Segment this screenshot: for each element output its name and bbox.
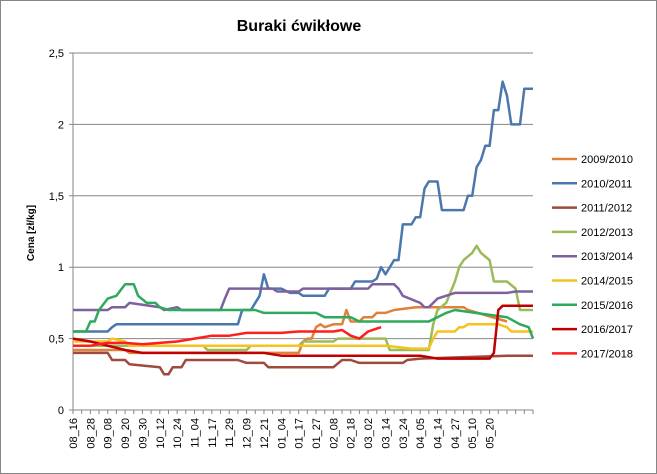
- x-tick-label: 09_20: [120, 418, 132, 449]
- x-tick-label: 02_18: [346, 418, 358, 449]
- series-line: [73, 80, 533, 333]
- y-tick-label: 2,5: [49, 48, 64, 60]
- x-tick-label: 03_14: [380, 418, 392, 449]
- x-tick-label: 11_29: [224, 418, 236, 448]
- series-line: [73, 326, 382, 347]
- x-tick-label: 01_04: [276, 418, 288, 449]
- x-tick-label: 08_28: [85, 418, 97, 449]
- x-tick-label: 01_17: [294, 418, 306, 449]
- x-tick-labels: 08_16 08_28 09_08 09_20 09_30 10_12 10_24 11_04…: [68, 418, 497, 449]
- series-line: [72, 304, 533, 360]
- x-tick-label: 05_10: [467, 418, 479, 449]
- y-tick-label: 1,5: [49, 191, 64, 203]
- y-tick-label: 0,5: [49, 334, 64, 346]
- x-tick-label: 12_09: [242, 418, 254, 449]
- legend-label: 2011/2012: [581, 203, 632, 215]
- x-tick-label: 10_12: [155, 418, 167, 449]
- series-line: [73, 323, 533, 350]
- series-line: [73, 283, 535, 340]
- y-axis-label: Cena [zł/kg]: [26, 205, 37, 261]
- x-tick-label: 03_24: [398, 418, 410, 449]
- x-tick-label: 11_04: [190, 418, 202, 448]
- x-tick-label: 04_05: [415, 418, 427, 449]
- legend-label: 2013/2014: [581, 251, 633, 263]
- series-line: [73, 351, 533, 376]
- series-lines: [72, 80, 535, 376]
- x-tick-label: 01_27: [311, 418, 323, 449]
- legend-label: 2009/2010: [581, 154, 633, 166]
- x-tick-label: 09_30: [137, 418, 149, 449]
- x-tick-label: 04_14: [433, 418, 445, 449]
- legend-label: 2016/2017: [581, 324, 633, 336]
- legend-label: 2012/2013: [581, 227, 633, 239]
- x-tick-label: 11_17: [207, 418, 219, 448]
- series-line: [73, 283, 533, 312]
- y-tick-labels: 0 0,5 1 1,5 2 2,5: [49, 48, 64, 417]
- legend-label: 2014/2015: [581, 276, 633, 288]
- legend: 2009/2010 2010/2011 2011/2012 2012/2013 2013…: [552, 154, 633, 360]
- x-tick-label: 04_27: [450, 418, 462, 449]
- legend-label: 2010/2011: [581, 178, 632, 190]
- x-tick-label: 03_02: [363, 418, 375, 449]
- x-tick-label: 02_08: [328, 418, 340, 449]
- y-tick-label: 0: [58, 405, 64, 417]
- legend-label: 2017/2018: [581, 348, 633, 360]
- gridlines: [73, 52, 533, 340]
- legend-label: 2015/2016: [581, 300, 633, 312]
- chart-title: Buraki ćwikłowe: [237, 18, 362, 35]
- y-tick-label: 2: [58, 119, 64, 131]
- x-tick-label: 10_24: [172, 418, 184, 449]
- x-tick-label: 12_21: [259, 418, 271, 449]
- x-tick-label: 05_20: [485, 418, 497, 449]
- x-tick-label: 09_08: [103, 418, 115, 449]
- x-tick-label: 08_16: [68, 418, 80, 449]
- y-tick-label: 1: [58, 262, 64, 274]
